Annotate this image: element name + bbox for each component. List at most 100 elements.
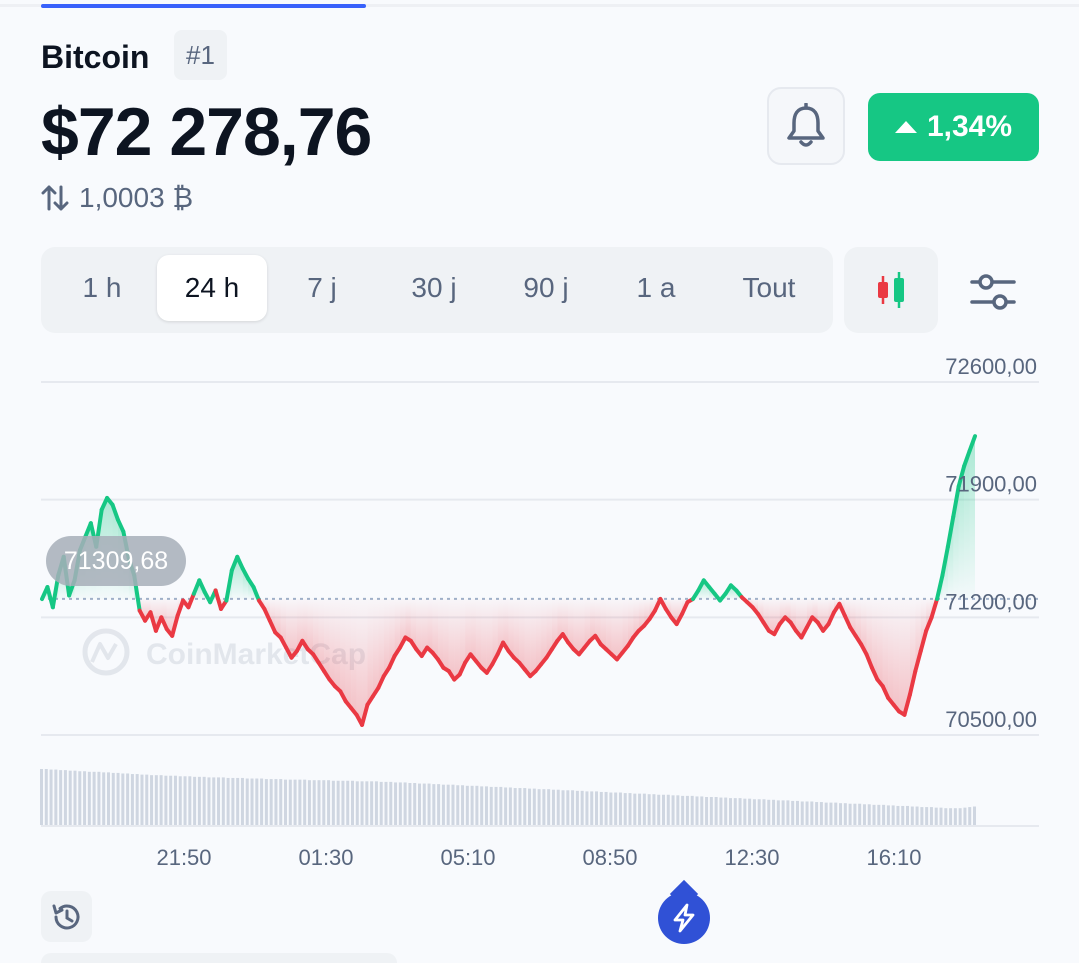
y-axis: 72600,00 71900,00 71200,00 70500,00 [945, 354, 1037, 732]
area-segment [497, 598, 504, 655]
candlestick-icon [878, 272, 904, 308]
history-button[interactable] [41, 891, 92, 942]
volume-bar [44, 769, 48, 825]
area-segment [806, 598, 813, 628]
chart-settings-button[interactable] [962, 262, 1024, 322]
area-segment [372, 598, 379, 697]
volume-bar [384, 781, 388, 825]
chart-type-button[interactable] [844, 247, 938, 333]
volume-bar [762, 799, 766, 825]
price-segment [387, 653, 397, 670]
price-segment [251, 585, 261, 603]
volume-bar [590, 791, 594, 825]
volume-bar [791, 800, 795, 825]
volume-bar [178, 776, 182, 825]
x-tick-label: 12:30 [724, 845, 779, 870]
volume-bar [461, 785, 465, 825]
price-segment [907, 669, 918, 697]
area-segment [318, 598, 325, 672]
area-segment [616, 598, 623, 660]
volume-bar [973, 806, 976, 825]
volume-bar [571, 790, 575, 825]
volume-bar [116, 772, 120, 825]
price-segment [170, 613, 180, 638]
volume-bar [489, 786, 493, 825]
volume-bar [341, 780, 345, 825]
tab-90d[interactable]: 90 j [523, 272, 569, 303]
volume-bar [652, 794, 656, 825]
tab-30d[interactable]: 30 j [411, 272, 457, 303]
volume-bar [949, 808, 953, 825]
volume-bar [307, 780, 311, 825]
volume-bar [140, 774, 144, 825]
tab-1y[interactable]: 1 a [636, 272, 676, 303]
swap-arrows-icon [41, 185, 69, 211]
area-segment [855, 598, 862, 645]
tab-24h[interactable]: 24 h [157, 255, 267, 321]
volume-bar [657, 794, 661, 825]
volume-bar [772, 799, 776, 825]
volume-bar [709, 797, 713, 825]
tab-7d[interactable]: 7 j [307, 272, 337, 303]
area-segment [958, 466, 965, 599]
area-segment [969, 436, 975, 599]
area-segment [611, 598, 617, 660]
volume-bar [221, 777, 225, 825]
price-alert-button[interactable] [767, 87, 845, 165]
volume-bar [748, 798, 752, 825]
volume-bar [73, 770, 77, 825]
area-segment [589, 598, 596, 641]
live-update-button[interactable] [658, 892, 710, 944]
volume-bar [422, 783, 426, 825]
volume-bar [551, 789, 555, 825]
volume-bar [939, 807, 943, 825]
volume-bar [217, 777, 221, 825]
area-segment [269, 598, 276, 633]
volume-bar [111, 772, 115, 825]
volume-bar [102, 772, 106, 825]
area-segment [405, 598, 411, 641]
area-segment [535, 598, 542, 672]
area-segment [579, 598, 585, 655]
volume-bar [255, 778, 259, 825]
volume-bar [685, 795, 689, 825]
price-chart[interactable]: CoinMarketCap 72600,0071900,0071200,0070… [0, 340, 1079, 885]
volume-bar [346, 780, 350, 825]
tab-all[interactable]: Tout [742, 272, 796, 303]
volume-bar [547, 789, 551, 825]
tab-1h[interactable]: 1 h [82, 272, 122, 303]
volume-bar [858, 803, 862, 825]
area-segment [568, 598, 574, 650]
area-segment [448, 598, 455, 680]
volume-bar [647, 794, 651, 825]
volume-bar [106, 772, 110, 825]
volume-bar [666, 794, 670, 825]
area-segment [356, 598, 363, 725]
volume-bar [628, 793, 632, 825]
x-tick-label: 08:50 [582, 845, 637, 870]
volume-bar [896, 805, 900, 825]
volume-bar [197, 776, 201, 825]
y-tick-label: 71900,00 [945, 472, 1037, 497]
area-segment [524, 598, 531, 677]
area-segment [324, 598, 330, 680]
volume-bar [164, 775, 168, 825]
conversion-row[interactable]: 1,0003 ₿ [41, 180, 193, 216]
volume-bar [705, 797, 709, 825]
price-segment [360, 702, 370, 727]
area-segment [546, 598, 552, 658]
area-segment [503, 598, 509, 651]
volume-bar [638, 793, 642, 825]
x-tick-label: 16:10 [866, 845, 921, 870]
volume-bar [609, 792, 613, 825]
volume-bar [733, 798, 737, 825]
volume-bar [154, 775, 158, 825]
area-segment [275, 598, 281, 638]
price-segment [929, 597, 940, 620]
volume-bar [595, 791, 599, 825]
area-segment [280, 598, 287, 648]
volume-bar [848, 803, 852, 825]
volume-bar [403, 782, 407, 825]
volume-bar [566, 790, 570, 825]
volume-bar [676, 795, 680, 825]
